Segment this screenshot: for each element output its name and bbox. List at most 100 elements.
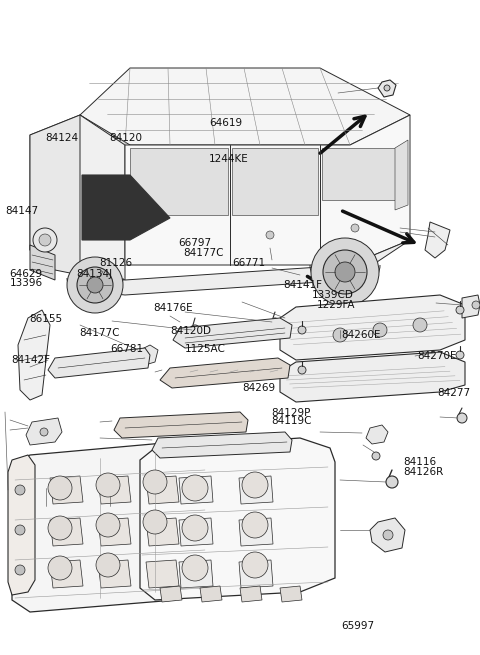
Text: 1244KE: 1244KE: [209, 154, 249, 164]
Text: 84177C: 84177C: [183, 248, 224, 258]
Polygon shape: [98, 518, 131, 546]
Polygon shape: [239, 560, 273, 588]
Text: 13396: 13396: [10, 278, 43, 288]
Text: 84124: 84124: [46, 132, 79, 143]
Polygon shape: [146, 518, 179, 546]
Polygon shape: [146, 476, 179, 504]
Polygon shape: [366, 425, 388, 444]
Polygon shape: [240, 586, 262, 602]
Polygon shape: [160, 586, 182, 602]
Polygon shape: [280, 295, 465, 360]
Text: 1339CD: 1339CD: [312, 290, 354, 300]
Text: 84142F: 84142F: [11, 355, 50, 365]
Circle shape: [96, 473, 120, 497]
Text: 84177C: 84177C: [79, 328, 120, 338]
Polygon shape: [50, 476, 83, 504]
Circle shape: [33, 228, 57, 252]
Polygon shape: [130, 148, 228, 215]
Text: 84120: 84120: [109, 132, 143, 143]
Polygon shape: [50, 518, 83, 546]
Circle shape: [335, 262, 355, 282]
Circle shape: [456, 306, 464, 314]
Circle shape: [298, 366, 306, 374]
Polygon shape: [12, 442, 210, 612]
Circle shape: [96, 513, 120, 537]
Polygon shape: [125, 115, 410, 265]
Polygon shape: [26, 418, 62, 445]
Polygon shape: [378, 80, 396, 97]
Circle shape: [242, 512, 268, 538]
Circle shape: [182, 475, 208, 501]
Polygon shape: [395, 140, 408, 210]
Circle shape: [413, 318, 427, 332]
Circle shape: [456, 351, 464, 359]
Polygon shape: [179, 518, 213, 546]
Polygon shape: [425, 222, 450, 258]
Text: 84277: 84277: [437, 388, 470, 398]
Circle shape: [373, 323, 387, 337]
Polygon shape: [462, 295, 480, 318]
Polygon shape: [280, 352, 465, 402]
Circle shape: [266, 231, 274, 239]
Text: 86155: 86155: [29, 314, 62, 324]
Circle shape: [96, 553, 120, 577]
Circle shape: [298, 326, 306, 334]
Polygon shape: [146, 560, 179, 588]
Polygon shape: [80, 68, 410, 145]
Circle shape: [242, 552, 268, 578]
Polygon shape: [30, 115, 125, 280]
Circle shape: [182, 515, 208, 541]
Circle shape: [77, 267, 113, 303]
Polygon shape: [82, 175, 170, 240]
Circle shape: [67, 257, 123, 313]
Text: 1125AC: 1125AC: [185, 344, 226, 354]
Polygon shape: [160, 358, 290, 388]
Polygon shape: [138, 345, 158, 365]
Polygon shape: [280, 586, 302, 602]
Polygon shape: [114, 412, 248, 438]
Circle shape: [87, 277, 103, 293]
Circle shape: [457, 413, 467, 423]
Text: 84270E: 84270E: [418, 350, 457, 361]
Polygon shape: [173, 318, 292, 348]
Circle shape: [48, 476, 72, 500]
Polygon shape: [239, 518, 273, 546]
Text: 81126: 81126: [99, 258, 132, 269]
Circle shape: [351, 224, 359, 232]
Polygon shape: [50, 560, 83, 588]
Text: 84129P: 84129P: [271, 407, 311, 418]
Text: 64619: 64619: [209, 118, 242, 128]
Text: 84147: 84147: [5, 206, 38, 216]
Circle shape: [48, 556, 72, 580]
Polygon shape: [30, 115, 80, 275]
Text: 84134J: 84134J: [76, 269, 112, 279]
Polygon shape: [8, 455, 35, 595]
Circle shape: [48, 516, 72, 540]
Text: 84126R: 84126R: [403, 466, 444, 477]
Text: 65997: 65997: [341, 620, 374, 631]
Polygon shape: [179, 476, 213, 504]
Polygon shape: [80, 240, 410, 295]
Polygon shape: [30, 245, 55, 280]
Circle shape: [143, 470, 167, 494]
Circle shape: [472, 301, 480, 309]
Text: 1229FA: 1229FA: [317, 300, 355, 310]
Polygon shape: [200, 586, 222, 602]
Circle shape: [386, 476, 398, 488]
Polygon shape: [98, 560, 131, 588]
Text: 84120D: 84120D: [170, 326, 211, 337]
Circle shape: [15, 565, 25, 575]
Text: 66797: 66797: [179, 238, 212, 248]
Circle shape: [311, 238, 379, 306]
Circle shape: [383, 530, 393, 540]
Polygon shape: [140, 438, 335, 600]
Polygon shape: [80, 115, 130, 200]
Circle shape: [271, 318, 279, 326]
Polygon shape: [179, 560, 213, 588]
Circle shape: [182, 555, 208, 581]
Text: 84141F: 84141F: [283, 280, 322, 290]
Circle shape: [15, 525, 25, 535]
Text: 84119C: 84119C: [271, 416, 312, 426]
Text: 84176E: 84176E: [154, 303, 193, 313]
Circle shape: [39, 234, 51, 246]
